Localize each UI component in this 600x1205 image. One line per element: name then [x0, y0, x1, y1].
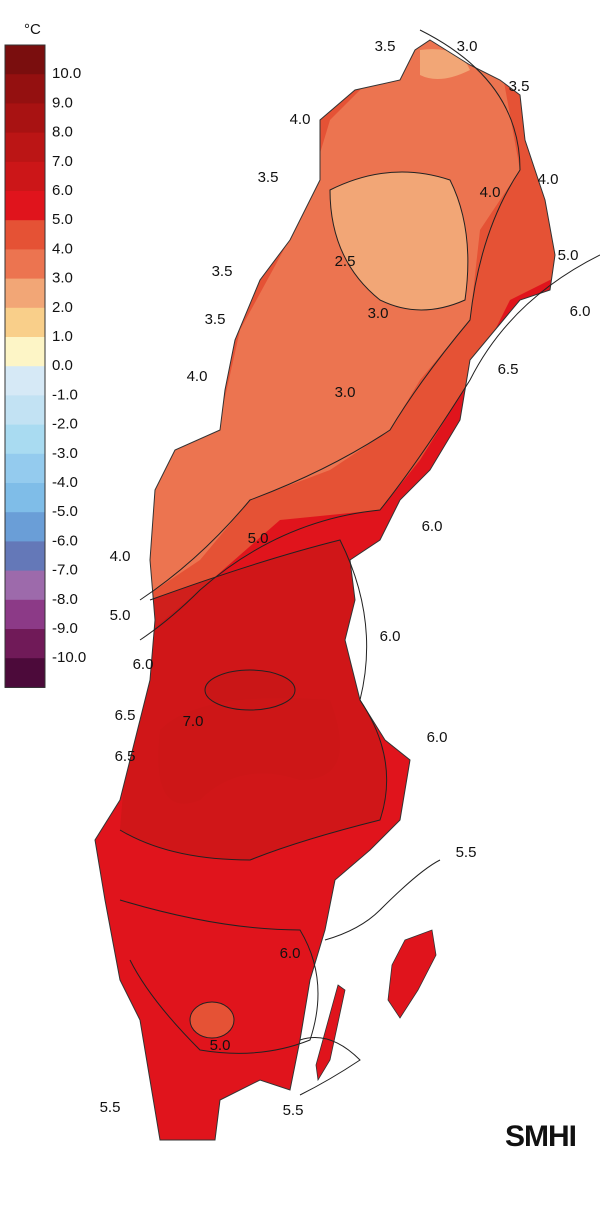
legend-label: 2.0: [52, 299, 73, 316]
legend-unit: °C: [24, 21, 41, 38]
legend-swatch: [5, 249, 45, 280]
legend-swatch: [5, 483, 45, 513]
oland: [315, 984, 346, 1082]
legend-label: -8.0: [52, 591, 78, 608]
contour-label: 6.0: [422, 518, 443, 535]
zone-4-5: [190, 1002, 234, 1038]
logo: SMHI: [505, 1120, 576, 1153]
legend-swatch: [5, 220, 45, 250]
legend-swatch: [5, 103, 45, 134]
contour-label: 6.5: [115, 748, 136, 765]
legend-swatch: [5, 512, 45, 542]
legend-swatch: [5, 658, 45, 688]
legend-label: -10.0: [52, 649, 86, 666]
legend-label: -6.0: [52, 532, 78, 549]
contour-label: 4.0: [187, 368, 208, 385]
legend-swatch: [5, 278, 45, 309]
legend-label: 7.0: [52, 153, 73, 170]
legend-label: -9.0: [52, 620, 78, 637]
contour-label: 5.5: [100, 1099, 121, 1116]
legend-label: -3.0: [52, 445, 78, 462]
country-outline: [94, 39, 556, 1141]
legend-swatch: [5, 161, 45, 192]
gotland: [387, 929, 437, 1019]
contour-label: 5.0: [248, 530, 269, 547]
contour-label: 4.0: [480, 184, 501, 201]
legend-swatch: [5, 366, 45, 396]
legend-label: 10.0: [52, 65, 81, 82]
legend-swatch: [5, 132, 45, 163]
contour-label: 3.5: [205, 311, 226, 328]
contour-label: 3.5: [509, 78, 530, 95]
contour-label: 7.0: [183, 713, 204, 730]
legend-label: 9.0: [52, 94, 73, 111]
zone-3-4: [140, 40, 520, 600]
contour-label: 6.5: [115, 707, 136, 724]
legend-label: -5.0: [52, 503, 78, 520]
contour-label: 6.0: [133, 656, 154, 673]
legend-label: 8.0: [52, 124, 73, 141]
legend-swatch: [5, 307, 45, 338]
contour-label: 3.5: [258, 169, 279, 186]
legend-swatch: [5, 191, 45, 221]
legend-label: -4.0: [52, 474, 78, 491]
legend-swatch: [5, 45, 45, 75]
legend-swatch: [5, 541, 45, 572]
contour-label: 5.0: [110, 607, 131, 624]
legend-label: -7.0: [52, 562, 78, 579]
contour-label: 5.5: [283, 1102, 304, 1119]
legend-swatch: [5, 74, 45, 104]
zone-2-3: [330, 172, 468, 310]
contour-label: 3.5: [375, 38, 396, 55]
contour-label: 4.0: [110, 548, 131, 565]
legend-label: 5.0: [52, 211, 73, 228]
legend: °C 10.0 9.0 8.0 7.0 6.0 5.0 4.0 3.0 2.0 1.0 0.0 -1.…: [4, 21, 86, 688]
legend-label: 1.0: [52, 328, 73, 345]
isotherms: [119, 29, 600, 1096]
legend-swatch: [5, 337, 45, 367]
zone-6-7: [120, 540, 387, 860]
legend-label: -2.0: [52, 416, 78, 433]
contour-label: 2.5: [335, 253, 356, 270]
contour-label: 6.0: [427, 729, 448, 746]
contour-label: 6.0: [380, 628, 401, 645]
legend-swatch: [5, 424, 45, 455]
legend-swatch: [5, 395, 45, 426]
contour-label: 6.0: [570, 303, 591, 320]
contour-label: 4.0: [538, 171, 559, 188]
contour-label: 3.0: [335, 384, 356, 401]
legend-label: 3.0: [52, 270, 73, 287]
contour-label: 3.0: [457, 38, 478, 55]
legend-swatch: [5, 453, 45, 484]
contour-label: 3.0: [368, 305, 389, 322]
contour-label: 5.0: [210, 1037, 231, 1054]
legend-swatch: [5, 599, 45, 630]
legend-label: 4.0: [52, 240, 73, 257]
legend-label: 6.0: [52, 182, 73, 199]
contour-label: 4.0: [290, 111, 311, 128]
contour-label: 5.5: [456, 844, 477, 861]
legend-label: -1.0: [52, 386, 78, 403]
legend-label: 0.0: [52, 357, 73, 374]
legend-frame: [4, 44, 46, 688]
legend-swatch: [5, 570, 45, 601]
contour-label: 5.0: [558, 247, 579, 264]
contour-label: 3.5: [212, 263, 233, 280]
contour-label: 6.0: [280, 945, 301, 962]
contour-label: 6.5: [498, 361, 519, 378]
legend-swatch: [5, 629, 45, 659]
